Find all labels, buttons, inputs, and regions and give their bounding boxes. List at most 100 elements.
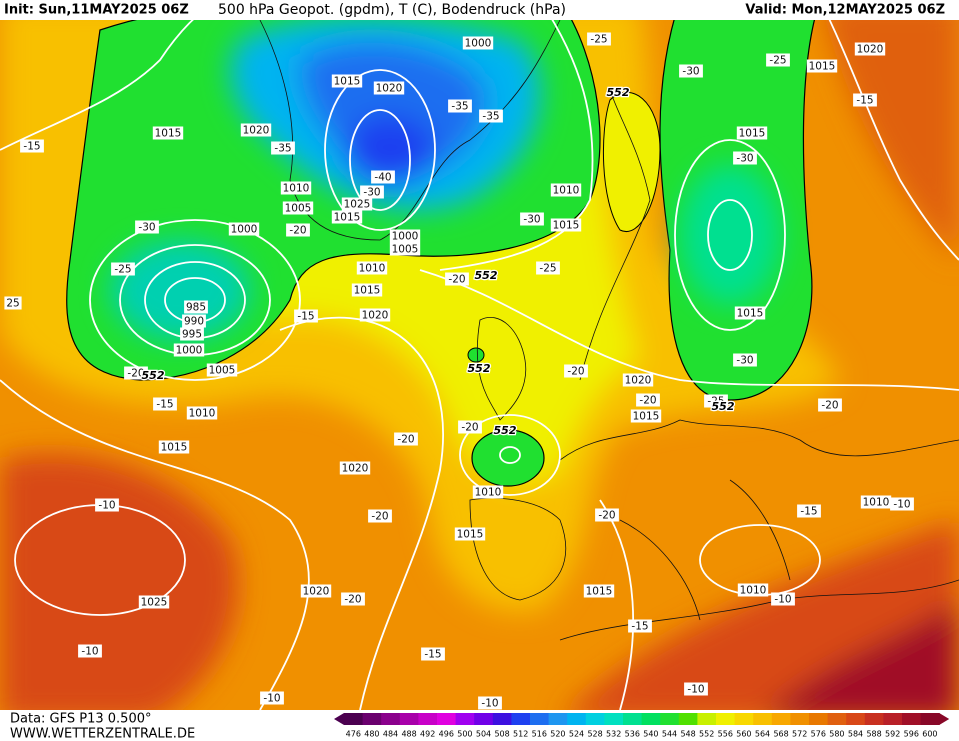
isobar-label-box	[300, 584, 332, 598]
isobar-label: 1025	[344, 199, 371, 211]
scale-label: 504	[476, 730, 491, 739]
temperature-label-box	[679, 64, 703, 78]
temperature-label-box	[478, 696, 502, 710]
temperature-label: -30	[363, 187, 380, 199]
scale-swatch	[437, 713, 457, 725]
geopotential-label: 552	[494, 424, 517, 437]
temperature-label: -10	[98, 500, 115, 512]
scale-label: 552	[699, 730, 714, 739]
scale-swatch	[883, 713, 903, 725]
scale-swatch	[418, 713, 438, 725]
isobar-label-box	[206, 363, 238, 377]
scale-swatch	[716, 713, 736, 725]
isobar-label: 1015	[457, 529, 484, 541]
map-title: 500 hPa Geopot. (gpdm), T (C), Bodendruc…	[218, 2, 566, 18]
valid-time: Valid: Mon,12MAY2025 06Z	[745, 3, 945, 18]
geopotential-label: 552	[607, 86, 630, 99]
temperature-label-box	[704, 394, 728, 408]
scale-label: 596	[904, 730, 919, 739]
temperature-label: -20	[344, 594, 361, 606]
scale-label: 484	[383, 730, 398, 739]
temperature-label-box	[628, 619, 652, 633]
scale-label: 512	[513, 730, 528, 739]
scale-label: 476	[346, 730, 361, 739]
isobar-label: 1020	[625, 375, 652, 387]
isobar-label: 1010	[863, 497, 890, 509]
isobar-label: 1005	[285, 203, 312, 215]
temperature-label-box	[111, 262, 135, 276]
isobar-label: 1000	[392, 231, 419, 243]
isobar-label-box	[734, 306, 766, 320]
scale-label: 500	[457, 730, 472, 739]
isobar-label-box	[282, 201, 314, 215]
map-labels: 1000 1015 1020 1015 1020 1010 1005 1025 1015 1000…	[4, 32, 914, 710]
scale-label: 496	[439, 730, 454, 739]
isobar-label: 1010	[189, 408, 216, 420]
isobar-label-box	[737, 583, 769, 597]
isobar-label: 1020	[857, 44, 884, 56]
isobar-label: 1005	[209, 365, 236, 377]
temperature-label-box	[95, 498, 119, 512]
temperature-label: 25	[6, 298, 19, 310]
isobar-label: 1015	[161, 442, 188, 454]
temperature-label: -30	[736, 355, 753, 367]
scale-label: 532	[606, 730, 621, 739]
scale-label: 588	[866, 730, 881, 739]
temperature-label-box	[595, 508, 619, 522]
isobar-label: 1015	[354, 285, 381, 297]
scale-label: 564	[755, 730, 770, 739]
scale-label: 488	[401, 730, 416, 739]
temperature-label-box	[448, 99, 472, 113]
isobar-label-box	[373, 81, 405, 95]
temperature-label: -15	[297, 311, 314, 323]
isobar-label: 1015	[553, 220, 580, 232]
isobar-label: 1000	[176, 345, 203, 357]
scale-swatch	[604, 713, 624, 725]
scale-swatch	[697, 713, 717, 725]
isobar-label-box	[860, 495, 892, 509]
temperature-label: -15	[156, 399, 173, 411]
temperature-label-box	[4, 296, 22, 310]
temperature-label-box	[135, 220, 159, 234]
isobar-label-box	[182, 314, 206, 328]
temperature-label-box	[421, 647, 445, 661]
scale-swatch	[362, 713, 382, 725]
isobar-label: 1010	[359, 263, 386, 275]
temperature-label-box	[153, 397, 177, 411]
isobar-label-box	[736, 126, 768, 140]
isobar-label: 1000	[465, 38, 492, 50]
temperature-label-box	[636, 393, 660, 407]
temperature-label: -15	[856, 95, 873, 107]
scale-swatch	[864, 713, 884, 725]
temperature-label-box	[445, 272, 469, 286]
scale-label: 600	[922, 730, 937, 739]
isobar-label-box	[184, 300, 208, 314]
scale-arrow-right	[939, 713, 950, 725]
isobar-label-box	[472, 485, 504, 499]
scale-swatch	[511, 713, 531, 725]
temperature-label: -10	[687, 684, 704, 696]
isobar-label-box	[583, 584, 615, 598]
isobar-label-box	[462, 36, 494, 50]
isobar-label: 1015	[739, 128, 766, 140]
temperature-label-box	[520, 212, 544, 226]
scale-swatch	[548, 713, 568, 725]
data-source: Data: GFS P13 0.500°	[10, 712, 152, 727]
temperature-label: -15	[424, 649, 441, 661]
scale-arrow-left	[334, 713, 344, 725]
init-time: Init: Sun,11MAY2025 06Z	[4, 3, 189, 18]
scale-label: 580	[829, 730, 844, 739]
isobar-label: 1015	[155, 128, 182, 140]
isobar-label: 1015	[737, 308, 764, 320]
isobar-label-box	[152, 126, 184, 140]
isobar-label-box	[280, 181, 312, 195]
scale-label: 568	[773, 730, 788, 739]
isobar-label-box	[331, 74, 363, 88]
temperature-label: -15	[800, 506, 817, 518]
isobar-label: 1020	[362, 310, 389, 322]
temperature-label-box	[286, 223, 310, 237]
isobar-label-box	[351, 283, 383, 297]
temperature-label-box	[294, 309, 318, 323]
scale-swatch	[623, 713, 643, 725]
temperature-label-box	[536, 261, 560, 275]
